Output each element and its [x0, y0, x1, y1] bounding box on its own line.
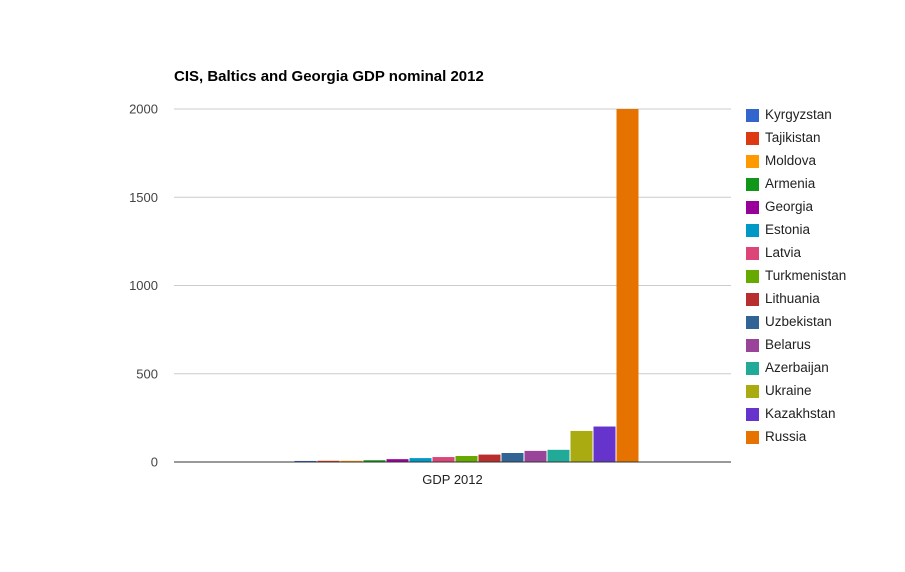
legend-swatch	[746, 247, 759, 260]
bar-lithuania[interactable]	[478, 454, 501, 462]
bar-belarus[interactable]	[524, 450, 547, 462]
legend-item[interactable]: Latvia	[746, 245, 896, 261]
legend-item[interactable]: Kazakhstan	[746, 406, 896, 422]
x-category-label: GDP 2012	[422, 472, 482, 487]
legend-swatch	[746, 270, 759, 283]
legend-label: Kyrgyzstan	[765, 107, 832, 122]
legend-label: Armenia	[765, 176, 816, 191]
bar-azerbaijan[interactable]	[547, 449, 570, 462]
legend-swatch	[746, 132, 759, 145]
legend-item[interactable]: Turkmenistan	[746, 268, 896, 284]
legend-item[interactable]: Moldova	[746, 153, 896, 169]
bar-tajikistan[interactable]	[317, 460, 340, 462]
legend-label: Latvia	[765, 245, 802, 260]
legend-swatch	[746, 155, 759, 168]
legend-swatch	[746, 293, 759, 306]
legend-swatch	[746, 339, 759, 352]
bar-georgia[interactable]	[386, 459, 409, 462]
legend-item[interactable]: Tajikistan	[746, 130, 896, 146]
y-tick-label: 1000	[129, 278, 158, 293]
y-tick-label: 2000	[129, 102, 158, 117]
y-tick-label: 1500	[129, 190, 158, 205]
legend-item[interactable]: Ukraine	[746, 383, 896, 399]
bar-kazakhstan[interactable]	[593, 426, 616, 462]
legend-item[interactable]: Kyrgyzstan	[746, 107, 896, 123]
legend-swatch	[746, 408, 759, 421]
legend-label: Estonia	[765, 222, 811, 237]
bar-russia[interactable]	[616, 109, 639, 462]
bars	[294, 109, 639, 462]
legend-label: Kazakhstan	[765, 406, 836, 421]
bar-moldova[interactable]	[340, 460, 363, 462]
legend-swatch	[746, 431, 759, 444]
legend-swatch	[746, 178, 759, 191]
legend-label: Georgia	[765, 199, 814, 214]
bar-armenia[interactable]	[363, 460, 386, 462]
legend-label: Lithuania	[765, 291, 820, 306]
bar-uzbekistan[interactable]	[501, 452, 524, 462]
chart-title: CIS, Baltics and Georgia GDP nominal 201…	[174, 68, 484, 85]
legend-label: Tajikistan	[765, 130, 821, 145]
legend-label: Belarus	[765, 337, 811, 352]
legend-item[interactable]: Georgia	[746, 199, 896, 215]
bar-estonia[interactable]	[409, 458, 432, 462]
legend-label: Russia	[765, 429, 807, 444]
legend-label: Ukraine	[765, 383, 812, 398]
bar-ukraine[interactable]	[570, 430, 593, 462]
legend-swatch	[746, 109, 759, 122]
legend-label: Azerbaijan	[765, 360, 829, 375]
legend-item[interactable]: Belarus	[746, 337, 896, 353]
legend-swatch	[746, 362, 759, 375]
legend-swatch	[746, 224, 759, 237]
y-tick-label: 500	[136, 366, 158, 381]
y-tick-label: 0	[151, 455, 158, 470]
axes: 0 500 1000 1500 2000 GDP 2012	[129, 102, 731, 487]
legend-swatch	[746, 316, 759, 329]
legend-item[interactable]: Armenia	[746, 176, 896, 192]
legend-swatch	[746, 201, 759, 214]
legend-item[interactable]: Uzbekistan	[746, 314, 896, 330]
legend-item[interactable]: Russia	[746, 429, 896, 445]
legend-label: Moldova	[765, 153, 817, 168]
bar-kyrgyzstan[interactable]	[294, 460, 317, 462]
gridlines	[174, 108, 731, 375]
legend-item[interactable]: Azerbaijan	[746, 360, 896, 376]
legend-label: Uzbekistan	[765, 314, 832, 329]
legend-label: Turkmenistan	[765, 268, 847, 283]
legend-item[interactable]: Estonia	[746, 222, 896, 238]
legend-swatch	[746, 385, 759, 398]
legend-item[interactable]: Lithuania	[746, 291, 896, 307]
bar-latvia[interactable]	[432, 457, 455, 462]
bar-turkmenistan[interactable]	[455, 455, 478, 462]
